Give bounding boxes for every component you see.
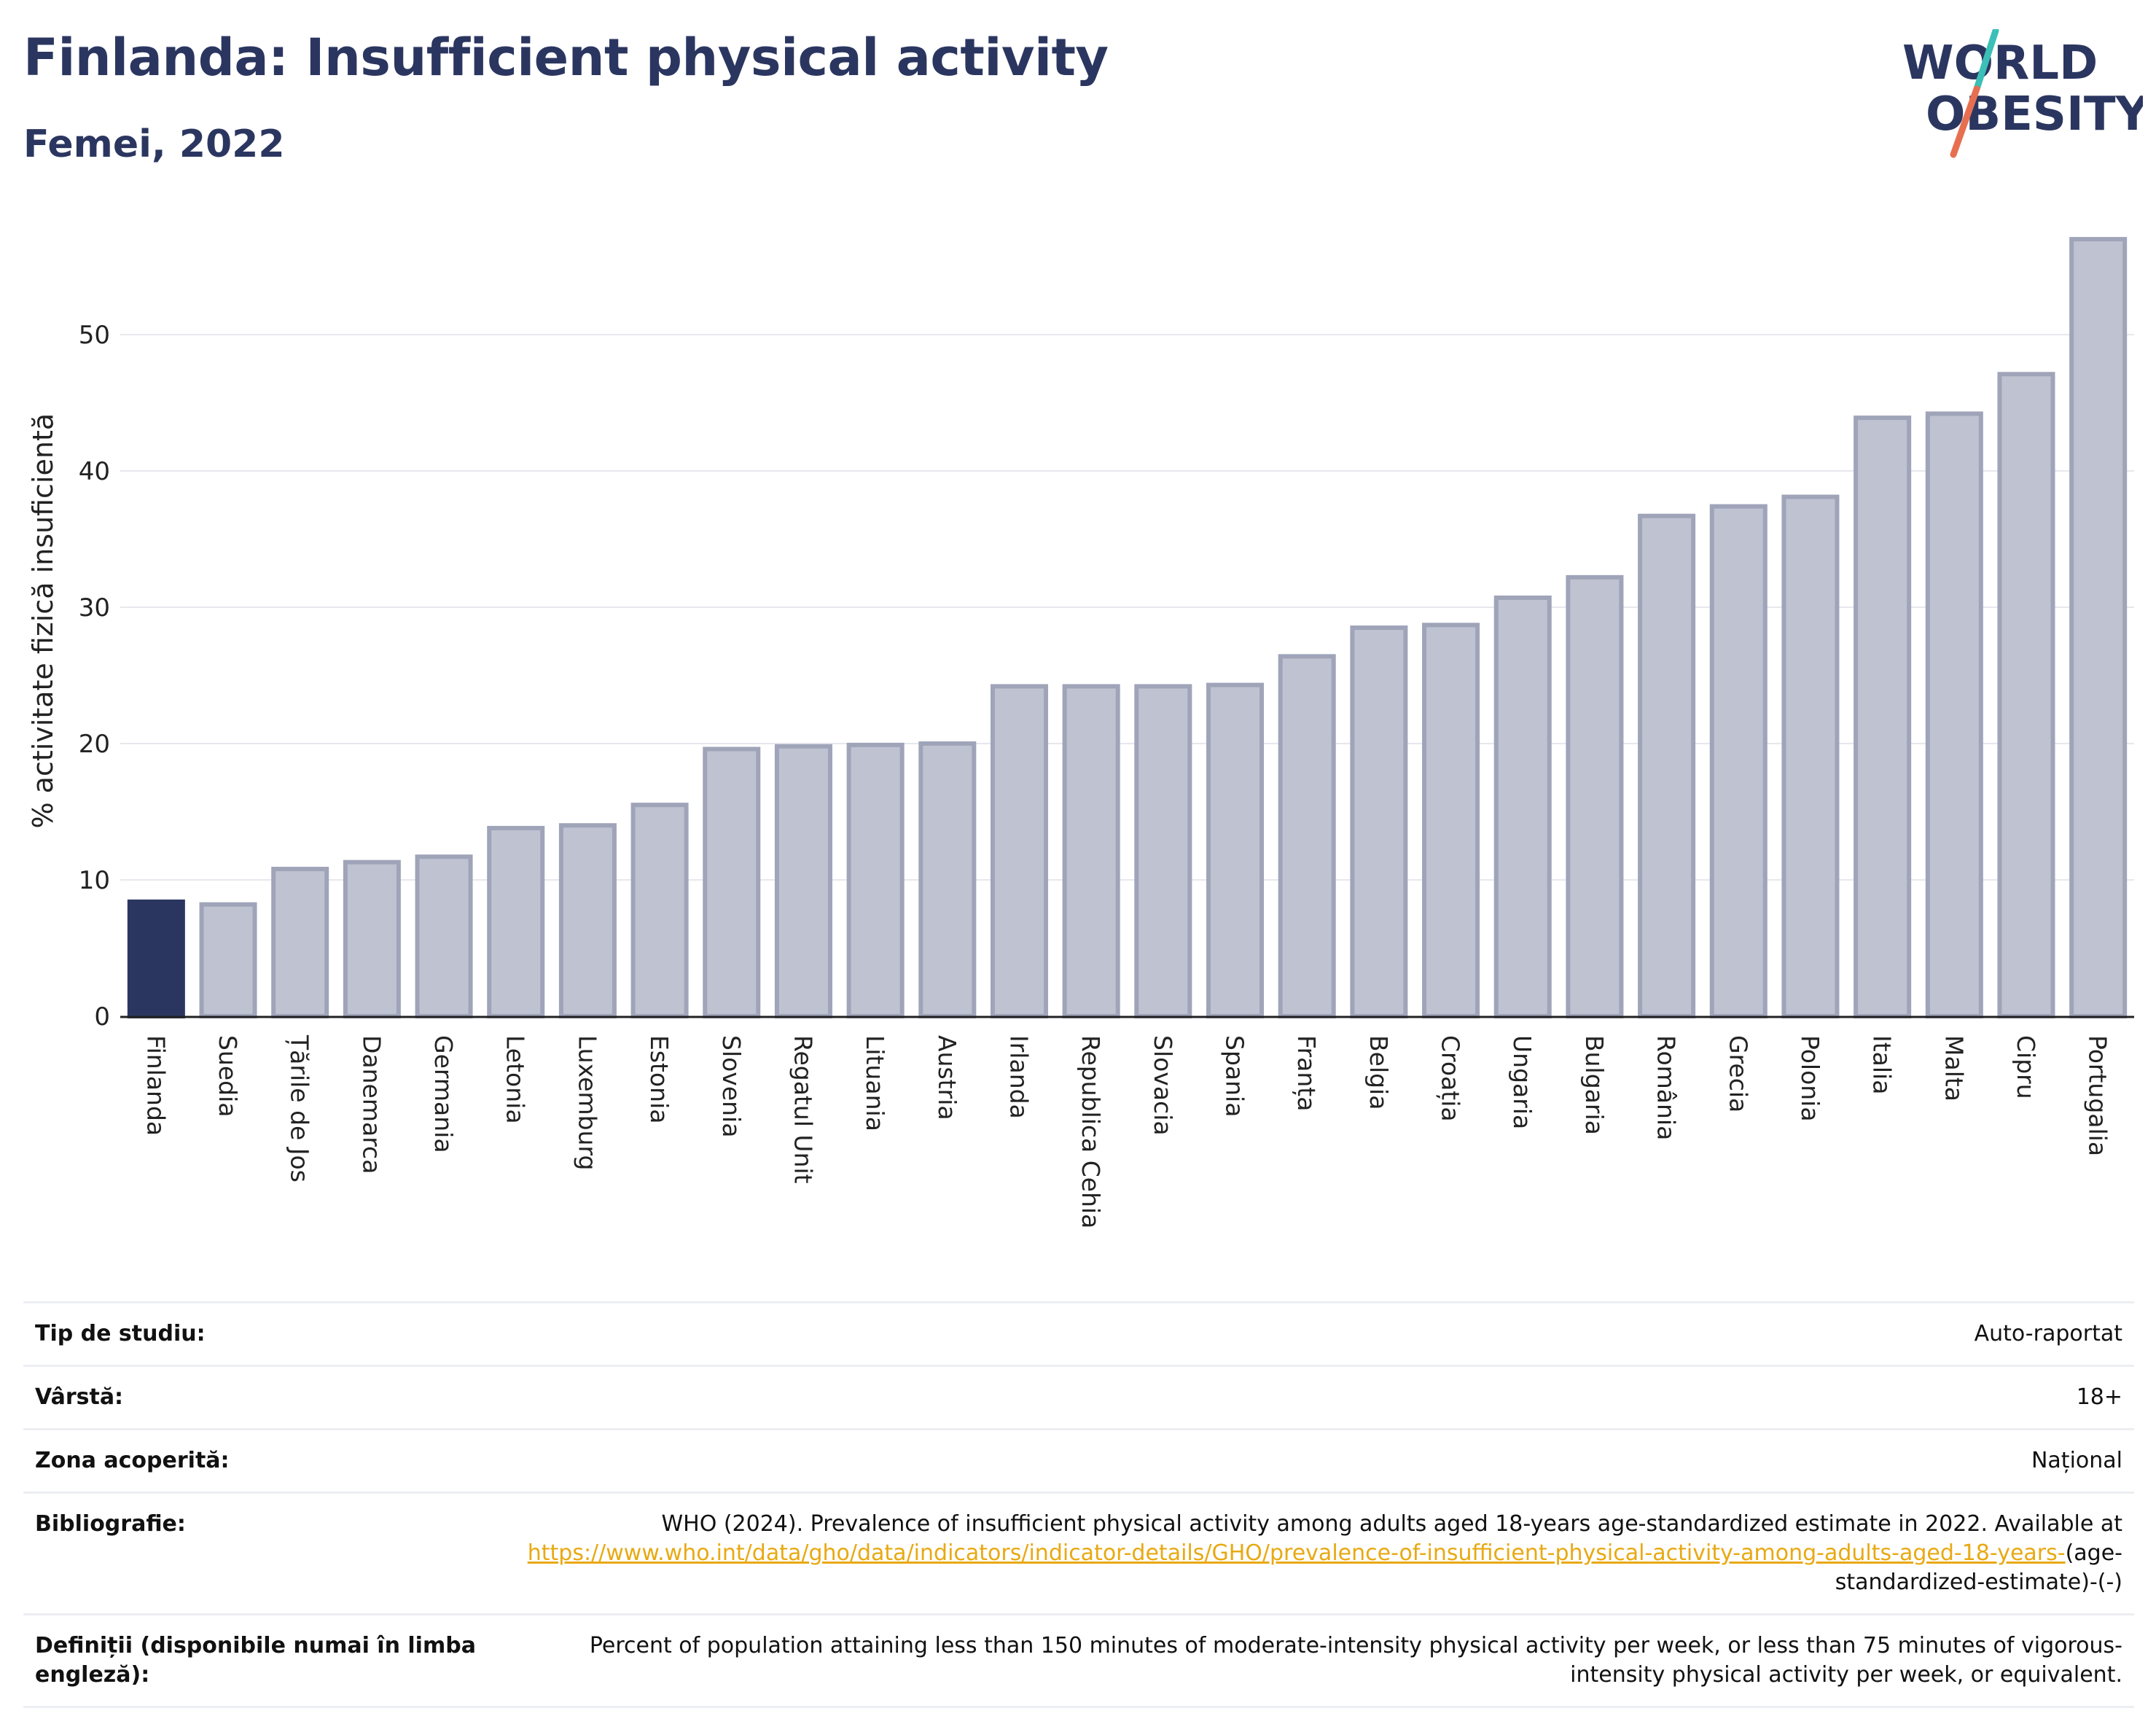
x-tick-label: Malta [1940,1035,1968,1102]
bar-bulgaria [1566,574,1624,1018]
x-tick-label: Germania [429,1035,458,1153]
x-tick-label: Belgia [1364,1035,1393,1110]
bar-suedia [199,902,257,1018]
x-tick-label: Cipru [2012,1035,2040,1099]
x-tick-label: Lituania [861,1035,889,1131]
x-tick-label: Polonia [1796,1035,1824,1122]
bar-danemarca [343,859,401,1018]
bar-letonia [487,825,545,1018]
bibliography-link[interactable]: https://www.who.int/data/gho/data/indica… [527,1540,2066,1566]
x-tick-label: Portugalia [2084,1035,2112,1156]
logo-line1: WORLD [1902,36,2098,90]
bar-spania [1206,682,1265,1019]
x-tick-label: Republica Cehia [1077,1035,1105,1228]
meta-label: Zona acoperită: [35,1448,230,1473]
x-tick-label: Suedia [214,1035,242,1118]
meta-value: Percent of population attaining less tha… [589,1633,2122,1688]
y-axis-ticks: 0 10 20 30 40 50 [79,321,110,1032]
bar-croația [1422,623,1480,1018]
chart-title: Finlanda: Insufficient physical activity [23,28,1109,87]
bar-chart: 0 10 20 30 40 50 Finlanda Suedia Țările de Jos D… [27,237,2134,1228]
x-tick-label: Bulgaria [1580,1035,1609,1135]
meta-row-definitions: Definiții (disponibile numai în limba en… [23,1613,2134,1708]
bar-belgia [1350,625,1408,1018]
meta-row-bibliography: Bibliografie: WHO (2024). Prevalence of … [23,1492,2134,1613]
x-axis-labels: Finlanda Suedia Țările de Jos Danemarca Germ… [141,1034,2112,1228]
bar-estonia [630,803,689,1019]
y-tick-label: 20 [79,730,110,759]
meta-value: Auto-raportat [1974,1321,2122,1346]
x-tick-label: Regatul Unit [789,1035,817,1184]
bar-polonia [1781,494,1840,1018]
bar-grecia [1709,504,1768,1018]
y-tick-label: 10 [79,866,110,895]
x-tick-label: Austria [933,1035,961,1120]
bars [127,237,2128,1019]
bar-țările-de-jos [271,867,329,1018]
bar-lituania [846,742,905,1018]
x-tick-label: Irlanda [1004,1035,1033,1119]
bar-cipru [1997,372,2055,1019]
y-tick-label: 30 [79,593,110,623]
bar-italia [1854,416,1912,1018]
bar-franța [1278,654,1336,1018]
x-tick-label: Slovenia [717,1035,746,1137]
bar-slovenia [703,746,761,1018]
meta-value: 18+ [2076,1384,2122,1410]
meta-label: Vârstă: [35,1384,124,1410]
bar-românia [1638,513,1696,1018]
bar-portugalia [2069,237,2128,1019]
meta-row-study-type: Tip de studiu: Auto-raportat [23,1301,2134,1365]
meta-row-age: Vârstă: 18+ [23,1365,2134,1428]
x-tick-label: Letonia [501,1035,530,1124]
x-tick-label: Țările de Jos [285,1034,314,1182]
y-tick-label: 0 [94,1002,110,1032]
x-tick-label: Estonia [645,1035,673,1123]
meta-label: Bibliografie: [35,1511,186,1537]
bar-finlanda [127,899,185,1018]
metadata-table: Tip de studiu: Auto-raportat Vârstă: 18+… [23,1301,2134,1708]
x-tick-label: Franța [1292,1035,1321,1111]
bar-slovacia [1134,684,1192,1019]
bar-ungaria [1493,595,1552,1018]
bibliography-text: WHO (2024). Prevalence of insufficient p… [661,1511,2122,1537]
x-tick-label: Luxemburg [573,1035,601,1170]
y-tick-label: 40 [79,457,110,486]
x-tick-label: Ungaria [1508,1035,1536,1129]
meta-label: Tip de studiu: [35,1321,206,1346]
meta-value: WHO (2024). Prevalence of insufficient p… [501,1510,2134,1597]
bar-germania [415,854,473,1019]
x-tick-label: Grecia [1724,1035,1752,1112]
y-axis-title: % activitate fizică insuficientă [27,413,59,829]
x-tick-label: Slovacia [1149,1035,1177,1136]
bar-irlanda [990,684,1048,1019]
bibliography-suffix: (age-standardized-estimate)-(-) [1835,1540,2122,1595]
bar-republica-cehia [1062,684,1120,1019]
x-tick-label: Italia [1868,1035,1897,1094]
meta-label: Definiții (disponibile numai în limba en… [35,1633,476,1688]
x-tick-label: România [1652,1035,1681,1140]
y-tick-label: 50 [79,321,110,350]
bar-luxemburg [558,823,617,1018]
bar-austria [918,741,977,1018]
bar-malta [1925,411,1983,1018]
meta-value: Național [2031,1448,2122,1473]
x-tick-label: Finlanda [141,1035,170,1136]
chart-subtitle: Femei, 2022 [23,122,285,166]
bar-regatul-unit [774,744,832,1018]
x-tick-label: Croația [1436,1035,1465,1122]
meta-row-area: Zona acoperită: Național [23,1428,2134,1492]
x-tick-label: Spania [1221,1035,1249,1117]
x-tick-label: Danemarca [357,1035,386,1174]
world-obesity-logo: WORLD OBESITY [1902,29,2143,158]
